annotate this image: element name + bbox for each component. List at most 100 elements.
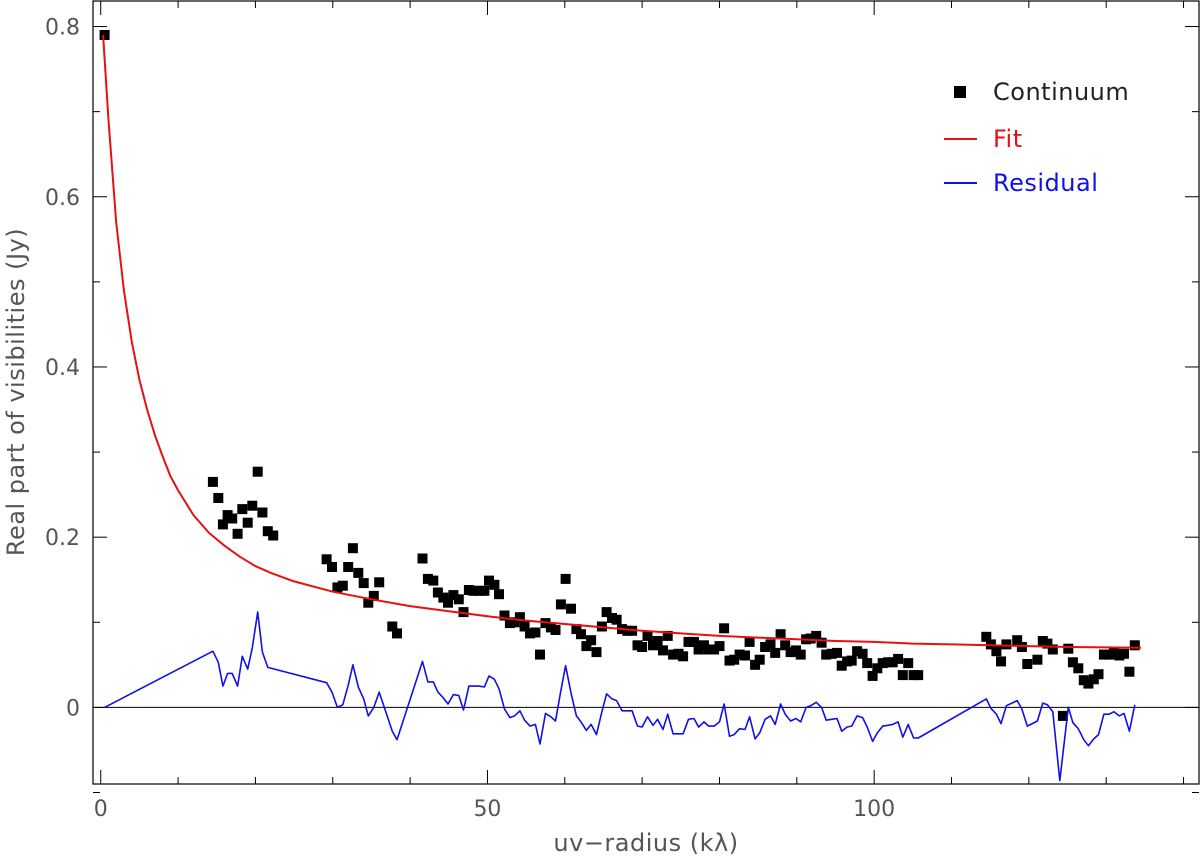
continuum-point (443, 597, 453, 608)
continuum-point (652, 636, 663, 646)
continuum-point (826, 648, 837, 659)
continuum-point (729, 654, 740, 665)
continuum-point (227, 513, 238, 524)
continuum-point (494, 589, 504, 600)
continuum-point (257, 507, 268, 518)
continuum-point (662, 630, 673, 641)
y-tick-label: 0.8 (45, 16, 80, 41)
continuum-point (1093, 669, 1104, 680)
continuum-point (576, 629, 586, 640)
x-tick-label: 100 (853, 797, 895, 822)
continuum-point (1088, 674, 1099, 685)
continuum-point (913, 670, 924, 681)
continuum-point (468, 585, 479, 596)
continuum-point (530, 627, 541, 638)
continuum-point (1129, 640, 1140, 651)
continuum-point (1012, 635, 1023, 646)
continuum-point (343, 562, 354, 572)
continuum-point (689, 636, 699, 647)
continuum-point (805, 633, 816, 644)
continuum-point (550, 625, 561, 635)
continuum-point (1042, 638, 1053, 649)
continuum-point (438, 592, 449, 603)
continuum-point (347, 543, 358, 554)
continuum-point (811, 630, 822, 641)
continuum-point (509, 617, 520, 628)
continuum-point (374, 577, 385, 588)
continuum-point (1057, 710, 1068, 721)
continuum-point (560, 573, 571, 584)
x-tick-labels: 0 50 100 (94, 797, 895, 822)
continuum-point (754, 654, 765, 665)
continuum-point (555, 599, 566, 610)
continuum-point (392, 628, 402, 639)
continuum-point (262, 526, 273, 537)
continuum-point (484, 575, 494, 586)
continuum-point (872, 663, 883, 674)
continuum-point (1124, 666, 1135, 677)
continuum-point (417, 553, 428, 564)
continuum-point (775, 629, 786, 640)
continuum-point (327, 562, 337, 572)
plot-frame (92, 0, 1200, 785)
continuum-point (363, 597, 374, 608)
y-tick-label: 0.6 (45, 186, 80, 211)
continuum-point (232, 528, 243, 539)
continuum-point (525, 628, 535, 639)
continuum-point (1047, 644, 1058, 655)
continuum-point (448, 590, 459, 601)
continuum-point (765, 639, 776, 650)
continuum-point (586, 635, 597, 646)
continuum-point (1083, 678, 1094, 689)
x-axis-label: uv−radius (kλ) (553, 829, 738, 857)
continuum-point (642, 630, 653, 641)
continuum-point (242, 517, 253, 528)
continuum-point (709, 644, 720, 655)
continuum-point (678, 651, 689, 662)
continuum-point (1098, 649, 1109, 660)
continuum-point (1022, 659, 1033, 669)
continuum-point (571, 624, 582, 635)
continuum-point (780, 640, 791, 651)
continuum-point (877, 658, 888, 669)
continuum-point (428, 575, 439, 586)
continuum-point (591, 647, 602, 658)
x-tick-label: 0 (94, 797, 108, 822)
continuum-point (668, 649, 679, 660)
continuum-point (473, 585, 484, 596)
continuum-point (862, 658, 873, 669)
continuum-point (821, 649, 832, 660)
continuum-point (453, 594, 464, 605)
legend-marker-continuum (954, 86, 966, 98)
continuum-point (750, 659, 761, 670)
continuum-point (816, 637, 827, 648)
y-tick-label: 0 (66, 696, 80, 721)
continuum-point (852, 646, 863, 657)
y-tick-label: 0.4 (45, 356, 80, 381)
continuum-point (479, 585, 490, 596)
continuum-point (785, 647, 796, 658)
continuum-point (658, 645, 668, 656)
continuum-point (217, 519, 228, 530)
continuum-point (601, 607, 612, 618)
continuum-point (760, 642, 771, 652)
legend: Continuum Fit Residual (944, 78, 1129, 197)
y-tick-labels: 0 0.2 0.4 0.6 0.8 (45, 16, 80, 722)
continuum-point (237, 504, 248, 515)
legend-label-continuum: Continuum (993, 78, 1129, 106)
continuum-point (321, 554, 332, 565)
continuum-point (268, 530, 279, 541)
continuum-point (337, 580, 348, 591)
continuum-point (981, 631, 992, 642)
continuum-point (332, 582, 343, 593)
continuum-point (996, 656, 1006, 667)
continuum-point (535, 649, 545, 660)
series-layer (99, 30, 1142, 782)
continuum-point (846, 655, 857, 666)
continuum-point (581, 641, 592, 652)
legend-label-residual: Residual (993, 169, 1098, 197)
continuum-point (499, 610, 510, 621)
continuum-point (836, 660, 847, 671)
continuum-point (719, 623, 730, 634)
